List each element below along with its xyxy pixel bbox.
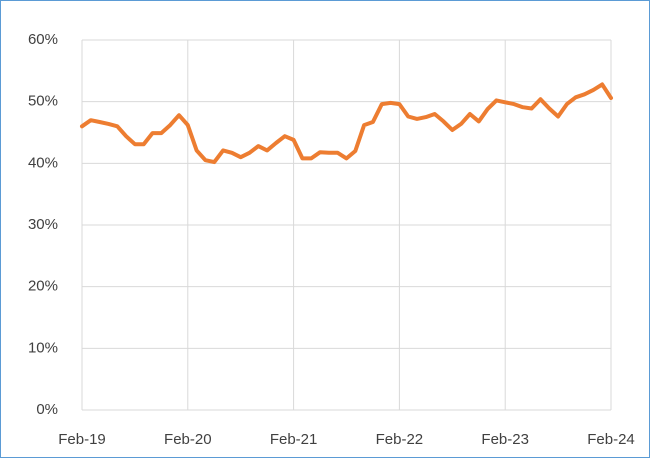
y-tick-label: 20% bbox=[28, 278, 58, 295]
y-tick-label: 30% bbox=[28, 216, 58, 233]
y-tick-label: 50% bbox=[28, 93, 58, 110]
x-tick-label: Feb-22 bbox=[376, 431, 424, 448]
x-tick-label: Feb-19 bbox=[58, 431, 106, 448]
y-tick-label: 60% bbox=[28, 31, 58, 48]
x-tick-label: Feb-20 bbox=[164, 431, 212, 448]
y-tick-label: 0% bbox=[36, 401, 58, 418]
line-series bbox=[80, 82, 613, 165]
x-tick-label: Feb-23 bbox=[481, 431, 529, 448]
x-tick-label: Feb-24 bbox=[587, 431, 635, 448]
x-tick-label: Feb-21 bbox=[270, 431, 318, 448]
y-tick-label: 10% bbox=[28, 339, 58, 356]
y-tick-label: 40% bbox=[28, 154, 58, 171]
